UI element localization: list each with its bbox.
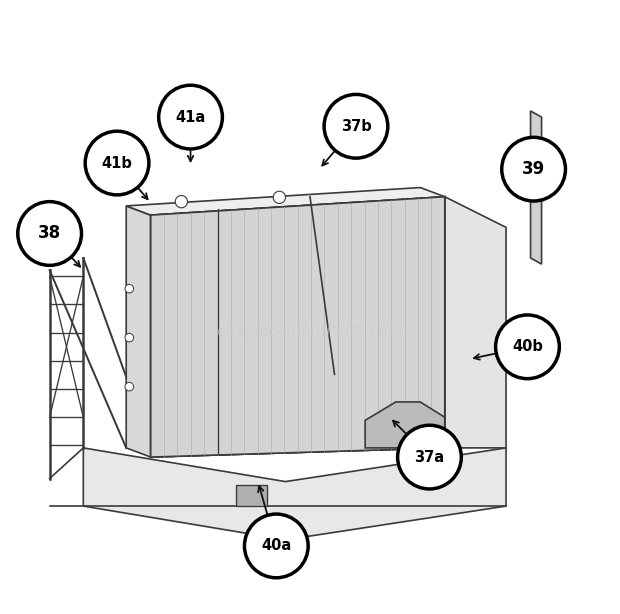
- Text: 41a: 41a: [175, 109, 206, 125]
- Circle shape: [18, 201, 81, 265]
- Circle shape: [125, 383, 133, 391]
- Text: 40a: 40a: [261, 538, 291, 553]
- Circle shape: [273, 191, 285, 203]
- Polygon shape: [83, 448, 506, 540]
- Polygon shape: [236, 484, 267, 506]
- Circle shape: [397, 426, 461, 489]
- Polygon shape: [126, 206, 151, 457]
- Circle shape: [502, 138, 565, 201]
- Text: 37a: 37a: [414, 449, 445, 465]
- Circle shape: [175, 195, 187, 208]
- Text: eReplacementParts.com: eReplacementParts.com: [216, 324, 404, 339]
- Polygon shape: [126, 187, 445, 215]
- Circle shape: [159, 85, 223, 149]
- Circle shape: [125, 284, 133, 293]
- Text: 39: 39: [522, 160, 545, 178]
- Polygon shape: [445, 196, 506, 448]
- Text: 40b: 40b: [512, 340, 543, 354]
- Circle shape: [495, 315, 559, 379]
- Polygon shape: [151, 196, 445, 457]
- Polygon shape: [531, 111, 541, 264]
- Circle shape: [125, 333, 133, 342]
- Circle shape: [324, 95, 388, 158]
- Text: 37b: 37b: [340, 119, 371, 134]
- Circle shape: [85, 131, 149, 195]
- Text: 41b: 41b: [102, 155, 133, 171]
- Polygon shape: [151, 196, 445, 457]
- Polygon shape: [151, 196, 445, 457]
- Text: 38: 38: [38, 225, 61, 243]
- Polygon shape: [365, 402, 445, 448]
- Circle shape: [244, 514, 308, 578]
